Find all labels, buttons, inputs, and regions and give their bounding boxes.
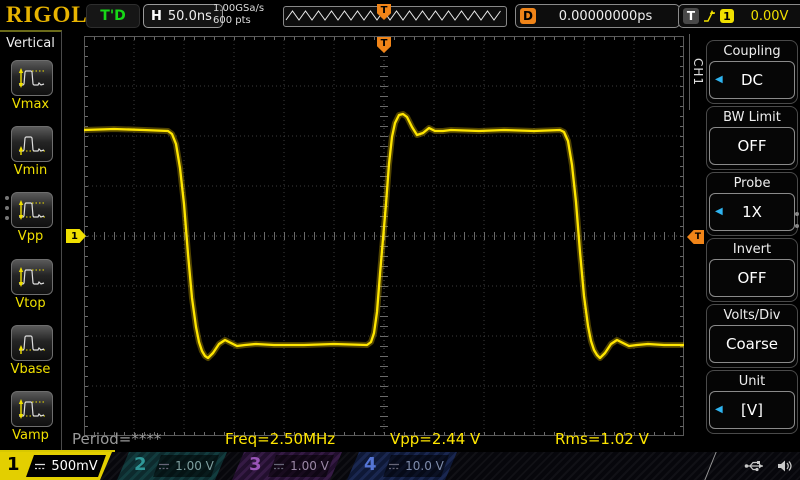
h-scale-value: 50.0ns <box>167 8 212 24</box>
vtop-button[interactable] <box>11 259 53 295</box>
ch4-scale: 1.00 V <box>290 459 329 473</box>
horizontal-scale-box[interactable]: H 50.0ns <box>143 4 223 28</box>
delay-value: 0.00000000ps <box>558 8 653 24</box>
vbase-button[interactable] <box>11 325 53 361</box>
vpp-button[interactable] <box>11 192 53 228</box>
menu-item-coupling[interactable]: Coupling ◀ DC <box>706 40 798 104</box>
left-menu-page-dots <box>5 196 9 220</box>
ch1-menu-panel: Coupling ◀DC BW Limit ◀OFF Probe ◀1X Inv… <box>704 30 800 452</box>
ch4-status[interactable]: 4 10.0 V <box>347 452 457 480</box>
menu-channel-tab: CH1 <box>689 34 706 110</box>
vbase-icon <box>18 335 45 354</box>
ch1-number: 1 <box>7 454 20 475</box>
trigger-position-marker[interactable]: T <box>377 37 391 53</box>
vertical-measure-menu: Vertical Vmax Vmin <box>0 30 62 454</box>
vmax-label: Vmax <box>11 97 50 112</box>
measure-vpp: Vpp=2.44 V <box>390 430 481 448</box>
vtop-icon <box>18 267 45 287</box>
ch3-number: 3 <box>249 454 262 475</box>
vmax-icon <box>18 68 45 88</box>
vtop-label: Vtop <box>15 296 46 311</box>
h-label: H <box>151 8 162 24</box>
ch1-scale: 500mV <box>51 458 98 474</box>
status-bar-divider <box>704 452 717 480</box>
menu-item-volts-div[interactable]: Volts/Div ◀Coarse <box>706 304 798 368</box>
vbase-label: Vbase <box>10 362 51 377</box>
ch2-number: 2 <box>134 454 147 475</box>
delay-readout-box[interactable]: D 0.00000000ps <box>515 4 680 28</box>
vamp-label: Vamp <box>12 428 49 443</box>
vamp-icon <box>18 399 45 419</box>
trigger-level-value: 0.00V <box>750 8 789 24</box>
menu-item-bw-limit[interactable]: BW Limit ◀OFF <box>706 106 798 170</box>
trigger-status-badge: T'D <box>86 4 140 28</box>
vmin-label: Vmin <box>13 163 48 178</box>
vamp-button[interactable] <box>11 391 53 427</box>
ch4-scale: 10.0 V <box>405 459 444 473</box>
menu-item-invert[interactable]: Invert ◀OFF <box>706 238 798 302</box>
dc-coupling-icon <box>273 462 285 471</box>
menu-item-probe[interactable]: Probe ◀ 1X <box>706 172 798 236</box>
memory-waveform-preview <box>283 6 507 27</box>
ch1-level-marker[interactable]: 1 <box>66 229 86 243</box>
ch2-status[interactable]: 2 1.00 V <box>117 452 227 480</box>
vmax-button[interactable] <box>11 60 53 96</box>
ch2-scale: 1.00 V <box>175 459 214 473</box>
left-menu-title: Vertical <box>6 36 55 51</box>
trigger-label: T <box>683 8 699 24</box>
right-menu-page-dots <box>795 212 799 228</box>
sample-rate-readout: 1.00GSa/s 600 pts <box>213 3 265 26</box>
usb-icon <box>744 461 763 472</box>
dc-coupling-icon <box>158 462 170 471</box>
rising-edge-icon <box>704 9 715 22</box>
speaker-icon <box>778 460 792 472</box>
trigger-settings-box[interactable]: T 1 0.00V <box>678 4 800 28</box>
dc-coupling-icon <box>34 462 46 471</box>
status-bar: RIGOL T'D H 50.0ns 1.00GSa/s 600 pts T D … <box>0 0 800 30</box>
trigger-source-badge: 1 <box>720 9 734 23</box>
channel-status-bar: 1 500mV 2 1.00 V 3 <box>0 450 800 480</box>
left-arrow-icon: ◀ <box>715 404 723 415</box>
ch1-status[interactable]: 1 500mV <box>0 452 112 480</box>
delay-icon: D <box>520 8 536 24</box>
left-arrow-icon: ◀ <box>715 74 723 85</box>
measurement-readouts: Period=**** Freq=2.50MHz Vpp=2.44 V Rms=… <box>62 430 702 450</box>
measure-rms: Rms=1.02 V <box>555 430 649 448</box>
trigger-position-flag-topbar[interactable]: T <box>377 4 391 20</box>
measure-period: Period=**** <box>72 430 162 448</box>
left-arrow-icon: ◀ <box>715 206 723 217</box>
trigger-level-marker[interactable]: T <box>687 230 706 244</box>
vmin-icon <box>18 136 45 155</box>
ch1-waveform-trace <box>84 112 684 360</box>
menu-item-unit[interactable]: Unit ◀ [V] <box>706 370 798 434</box>
vmin-button[interactable] <box>11 126 53 162</box>
vpp-label: Vpp <box>17 229 44 244</box>
ch4-number: 4 <box>364 454 377 475</box>
measure-freq: Freq=2.50MHz <box>225 430 336 448</box>
preview-waveform-icon <box>285 10 501 21</box>
rigol-logo: RIGOL <box>6 2 88 27</box>
dc-coupling-icon <box>388 462 400 471</box>
ch3-status[interactable]: 3 1.00 V <box>232 452 342 480</box>
vpp-icon <box>18 200 45 220</box>
graticule <box>84 36 684 436</box>
